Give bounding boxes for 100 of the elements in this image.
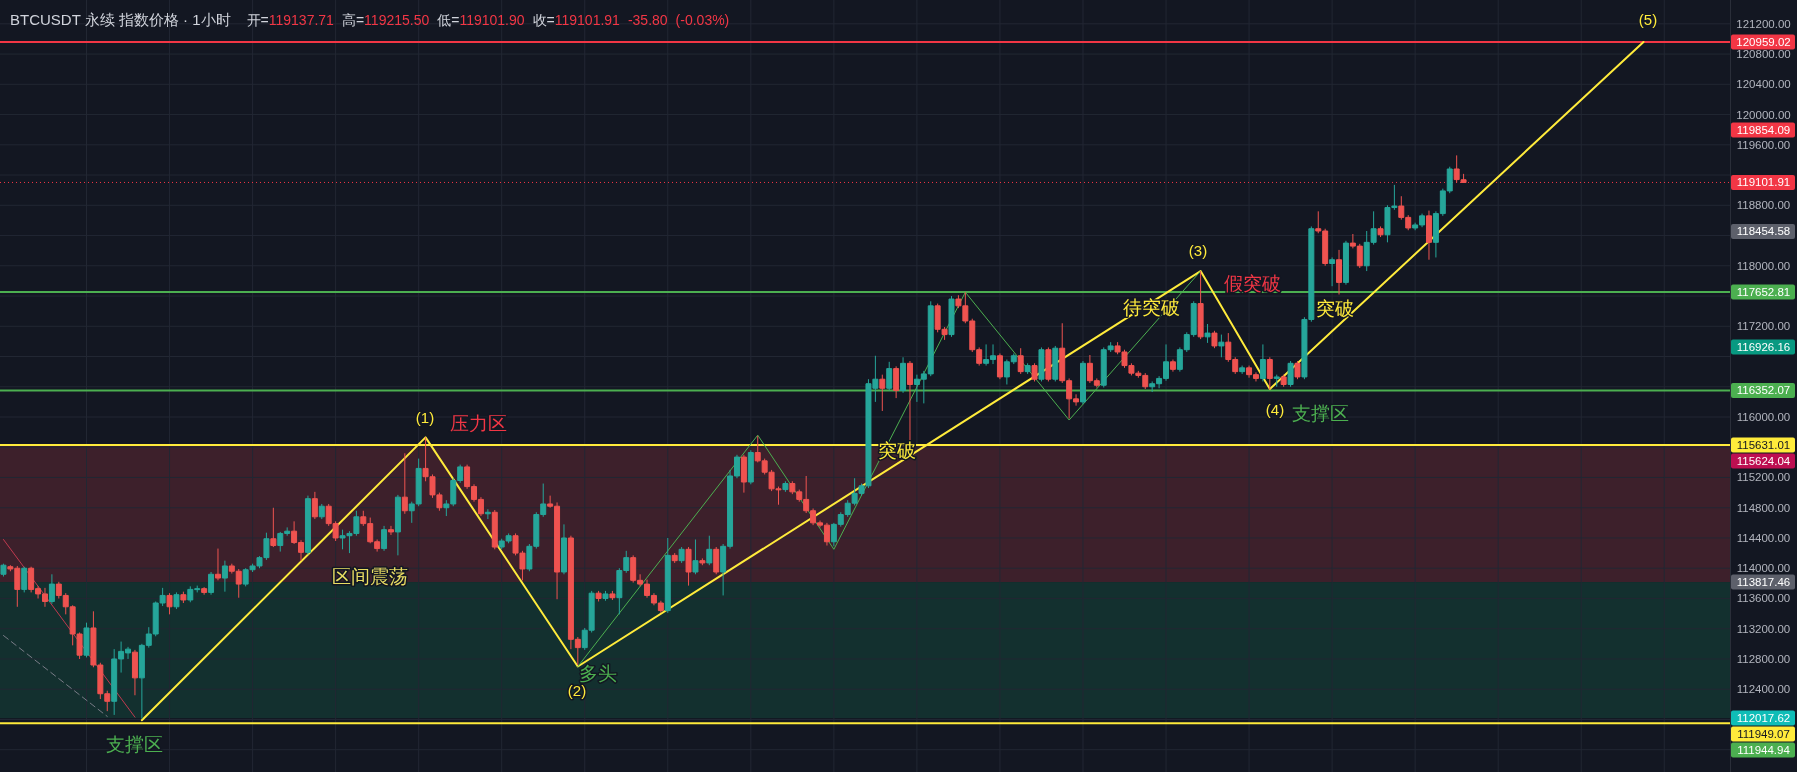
candlestick <box>214 548 221 581</box>
candlestick <box>782 480 789 493</box>
candlestick <box>201 586 208 596</box>
candlestick <box>83 622 90 658</box>
y-tick-label: 120800.00 <box>1736 48 1791 61</box>
candlestick <box>491 509 498 550</box>
candlestick <box>381 525 388 552</box>
y-tick-label: 120400.00 <box>1736 78 1791 91</box>
y-tick-label: 119600.00 <box>1736 138 1791 151</box>
candlestick <box>131 649 138 696</box>
candlestick <box>1336 249 1343 296</box>
candlestick <box>879 374 886 412</box>
y-tick-label: 120000.00 <box>1736 108 1791 121</box>
text: 119854.09 <box>1736 124 1791 136</box>
candlestick <box>1287 360 1294 388</box>
candlestick <box>1425 210 1432 261</box>
candlestick <box>1273 374 1280 388</box>
text: 116926.16 <box>1736 341 1791 353</box>
ref-line-label: 117652.81 <box>1736 286 1791 299</box>
candlestick <box>1169 359 1176 373</box>
y-tick-label: 114800.00 <box>1736 501 1791 514</box>
candlestick <box>664 537 671 614</box>
candlestick <box>1259 343 1266 382</box>
y-tick-label: 117200.00 <box>1736 320 1791 333</box>
annotation: (1) <box>415 408 435 426</box>
candlestick <box>221 560 228 593</box>
ref-line-label: 115631.01 <box>1736 438 1791 451</box>
y-tick-label: 118000.00 <box>1736 259 1791 272</box>
annotation: (2) <box>567 681 587 699</box>
y-tick-label: 118800.00 <box>1736 199 1791 212</box>
candlestick <box>1038 346 1045 382</box>
candlestick <box>1211 330 1218 349</box>
y-tick-label: 112400.00 <box>1736 683 1791 696</box>
candlestick <box>609 590 616 601</box>
annotation: (3) <box>1188 241 1208 259</box>
candlestick <box>1377 225 1384 238</box>
candlestick <box>740 454 747 494</box>
annotation: 支撑区 <box>105 733 163 755</box>
text: 111944.94 <box>1737 744 1791 757</box>
candlestick <box>48 573 55 605</box>
y-tick-label: 121200.00 <box>1736 17 1791 30</box>
y-tick-label: 116000.00 <box>1736 411 1791 423</box>
candlestick <box>394 494 401 556</box>
candlestick <box>948 295 955 338</box>
candlestick <box>180 591 187 604</box>
candlestick <box>560 523 567 575</box>
candlestick <box>1024 362 1031 375</box>
candlestick <box>1239 365 1246 375</box>
candlestick <box>1342 240 1349 286</box>
candlestick <box>678 546 685 564</box>
candlestick <box>900 356 907 394</box>
text: 118454.58 <box>1736 225 1791 238</box>
y-tick-label: 113600.00 <box>1736 592 1791 605</box>
annotation: (5) <box>1638 10 1658 28</box>
text: 113817.46 <box>1736 576 1791 588</box>
candlestick <box>1079 360 1086 405</box>
candlestick <box>270 507 277 548</box>
annotation: 多头 <box>579 662 617 684</box>
candlestick <box>996 352 1003 380</box>
candlestick <box>699 557 706 566</box>
candlestick <box>484 508 491 520</box>
text: BTCUSDT 永续 指数价格 · 1小时 <box>10 11 231 28</box>
annotation: 突破 <box>1316 297 1354 319</box>
candlestick <box>208 571 215 596</box>
band-label: 115624.04 <box>1736 454 1791 467</box>
y-tick-label: 114000.00 <box>1736 562 1791 575</box>
candlestick <box>595 590 602 602</box>
ref-line-label: 120959.02 <box>1736 36 1791 49</box>
candlestick <box>173 591 180 610</box>
candlestick <box>706 535 713 566</box>
y-tick-label: 112800.00 <box>1736 652 1791 665</box>
candlestick <box>893 365 900 399</box>
ref-line-label: 116352.07 <box>1736 384 1791 397</box>
candlestick <box>0 563 7 578</box>
candlestick <box>602 590 609 602</box>
candlestick <box>685 546 692 587</box>
y-tick-label: 113200.00 <box>1736 622 1791 635</box>
candlestick <box>318 503 325 520</box>
annotation: (4) <box>1265 400 1285 418</box>
candlestick <box>1031 362 1038 382</box>
candlestick <box>311 491 318 520</box>
ref-line-label: 111949.07 <box>1737 728 1790 741</box>
candlestick <box>1266 356 1273 391</box>
candlestick <box>1197 270 1204 340</box>
candlestick <box>1017 347 1024 375</box>
candlestick <box>401 452 408 515</box>
text: 开=119137.71 高=119215.50 低=119101.90 收=119101.91 -35.80 (-0.03%) <box>246 12 730 28</box>
annotation: 压力区 <box>449 412 507 434</box>
candlestick <box>1045 346 1052 382</box>
candlestick <box>387 525 394 536</box>
candlestick <box>1204 323 1211 344</box>
candlestick <box>713 546 720 575</box>
candlestick <box>692 538 699 575</box>
candlestick <box>671 552 678 564</box>
candlestick <box>1329 256 1336 287</box>
band-label: 112017.62 <box>1736 712 1791 725</box>
y-tick-label: 115200.00 <box>1736 471 1791 484</box>
candlestick <box>747 449 754 485</box>
candlestick <box>166 592 173 615</box>
annotation: 区间震荡 <box>332 565 408 587</box>
